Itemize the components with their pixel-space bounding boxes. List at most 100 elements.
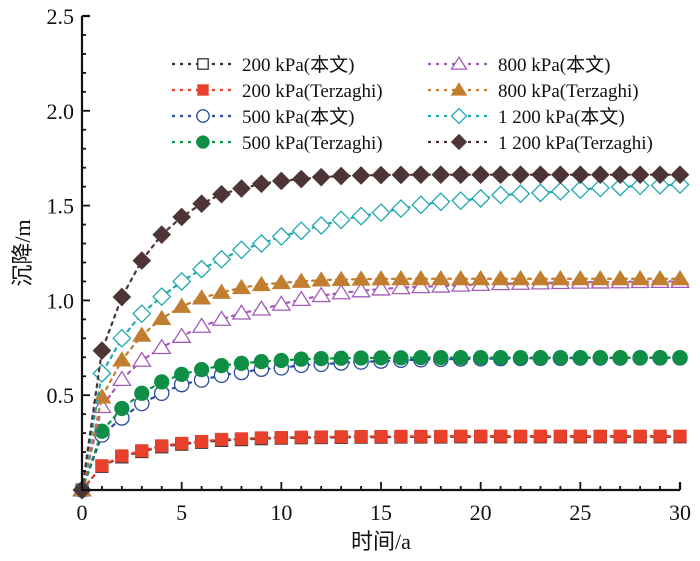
data-point [293,351,309,367]
series-line [80,356,682,492]
data-point [172,271,192,291]
data-point [434,429,448,443]
data-point [291,290,312,307]
data-point [271,273,291,290]
series-line [80,277,682,492]
series-line [80,435,682,492]
data-point [131,351,152,367]
data-point [151,338,172,355]
data-point [192,194,211,214]
data-point [552,350,569,366]
data-point [213,357,230,374]
data-point [234,432,248,446]
data-point [112,370,132,387]
data-point [371,279,391,296]
data-point [391,199,411,219]
legend-marker [196,109,210,123]
data-point [271,295,292,311]
y-tick-label: 2.5 [47,4,75,29]
data-point [650,269,670,286]
data-point [373,350,389,366]
data-point [593,429,607,443]
data-point [414,429,428,443]
data-point [670,175,690,195]
data-point [351,281,371,298]
data-point [612,350,628,366]
data-point [610,177,630,197]
data-point [231,278,252,295]
data-point [291,221,311,241]
legend-item: 200 kPa(本文) [172,54,354,76]
data-point [451,269,471,286]
data-point [431,165,451,185]
data-point [670,165,690,185]
data-point [135,444,149,458]
data-point [430,277,451,293]
data-point [630,269,650,286]
data-point [471,165,490,185]
data-point [252,174,271,194]
data-point [411,277,431,294]
series-2 [74,350,688,498]
data-point [610,269,630,286]
data-point [251,300,272,316]
axes: 0 5 10 15 20 25 30 0.5 1.0 1.5 2.0 2.5 [47,4,692,525]
data-point [274,430,288,444]
legend-marker [197,58,209,70]
data-point [251,233,271,254]
data-point [212,184,231,204]
data-point [132,304,152,324]
data-point [314,430,328,444]
data-point [333,350,349,366]
data-point [391,165,411,185]
data-point [394,429,408,443]
data-point [431,269,451,286]
data-point [571,165,590,185]
data-point [473,350,489,366]
data-point [152,309,172,326]
data-point [510,184,531,204]
data-point [491,165,510,185]
data-point [114,400,130,417]
data-point [650,165,670,185]
legend-marker [450,55,468,70]
data-point [115,449,129,463]
data-point [451,191,471,211]
data-point [254,431,268,445]
data-point [171,327,192,343]
data-point [391,269,411,286]
data-point [334,430,348,444]
legend-label: 200 kPa(本文) [242,54,354,76]
data-point [154,374,170,390]
data-point [211,283,232,299]
data-point [653,429,667,443]
legend-item: 800 kPa(Terzaghi) [428,81,639,102]
data-point [592,350,608,366]
data-point [94,423,110,439]
data-point [610,165,630,185]
series-3 [74,350,688,498]
legend-marker [450,133,468,151]
data-point [511,165,530,185]
data-point [573,429,587,443]
data-point [132,326,152,342]
data-point [152,287,172,307]
data-point [311,215,331,236]
data-point [253,354,270,370]
data-point [391,278,411,295]
data-point [211,249,232,269]
legend-label: 1 200 kPa(Terzaghi) [498,133,653,154]
data-point [411,165,431,185]
legend-label: 500 kPa(本文) [242,106,354,128]
legend-marker [450,82,468,96]
data-point [454,429,468,443]
data-point [192,259,212,279]
y-tick-label: 2.0 [47,99,75,124]
data-point [531,165,550,185]
data-point [294,430,308,444]
data-point [273,352,289,369]
legend-item: 200 kPa(Terzaghi) [172,81,383,102]
data-point [192,289,212,305]
data-point [251,275,271,292]
